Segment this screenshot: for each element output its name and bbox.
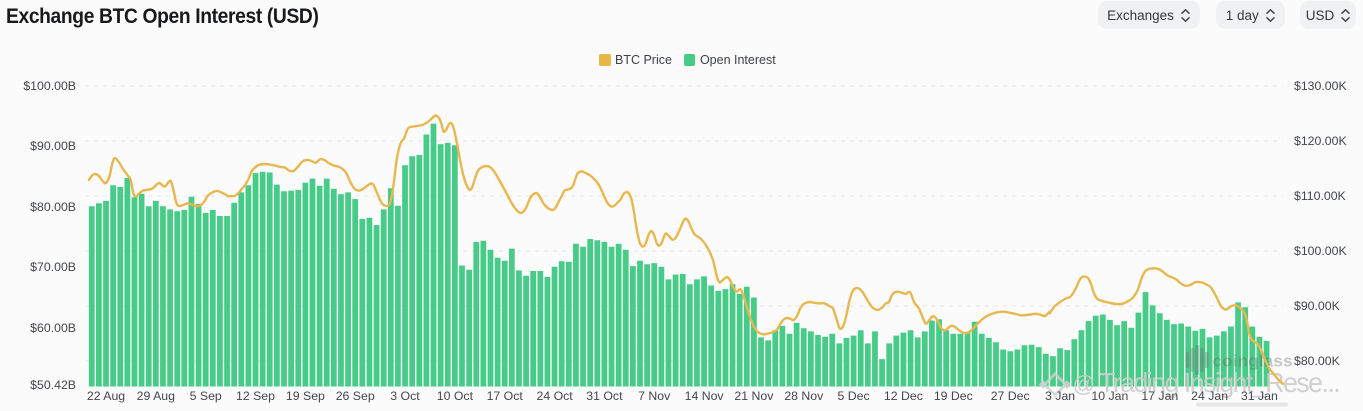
svg-text:coinglass: coinglass: [1213, 352, 1293, 371]
svg-text:@ Trading Insight_Rese...: @ Trading Insight_Rese...: [1073, 367, 1340, 398]
